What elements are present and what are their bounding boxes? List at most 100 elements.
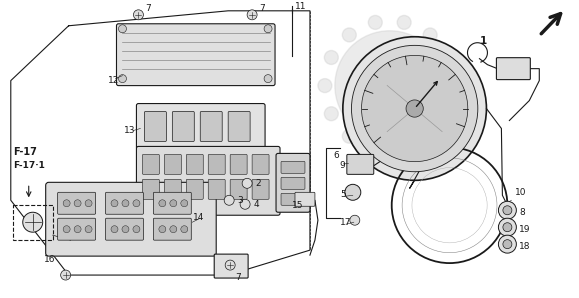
FancyBboxPatch shape [252,179,269,199]
Circle shape [159,200,166,207]
Circle shape [324,50,338,64]
FancyBboxPatch shape [173,111,195,142]
Circle shape [63,200,70,207]
Circle shape [122,200,129,207]
Circle shape [503,206,512,215]
FancyBboxPatch shape [105,218,144,240]
Circle shape [351,45,478,172]
FancyBboxPatch shape [208,154,225,174]
FancyBboxPatch shape [347,154,374,174]
FancyBboxPatch shape [228,111,250,142]
FancyBboxPatch shape [208,179,225,199]
FancyBboxPatch shape [137,146,280,215]
Circle shape [63,226,70,233]
Circle shape [225,260,235,270]
FancyBboxPatch shape [276,153,310,212]
Circle shape [61,270,71,280]
Text: F-17: F-17 [13,148,36,157]
Circle shape [342,28,356,42]
Circle shape [170,200,177,207]
Circle shape [74,200,81,207]
Circle shape [85,200,92,207]
Text: F-17·1: F-17·1 [13,161,45,170]
Circle shape [224,195,234,205]
Circle shape [264,25,272,33]
Text: 15: 15 [292,201,303,210]
FancyBboxPatch shape [116,24,275,86]
FancyBboxPatch shape [144,111,166,142]
Text: 3: 3 [237,196,243,205]
FancyBboxPatch shape [46,182,216,256]
Text: 13: 13 [123,126,135,135]
Circle shape [423,129,437,143]
Text: 1: 1 [479,36,487,46]
FancyBboxPatch shape [200,111,222,142]
FancyBboxPatch shape [105,192,144,214]
FancyBboxPatch shape [142,154,159,174]
Circle shape [324,107,338,121]
Circle shape [441,107,455,121]
Circle shape [499,218,516,236]
Circle shape [240,199,250,209]
Circle shape [373,69,406,102]
FancyBboxPatch shape [295,192,315,206]
Circle shape [499,201,516,219]
FancyBboxPatch shape [137,103,265,149]
FancyBboxPatch shape [58,218,96,240]
FancyBboxPatch shape [164,154,181,174]
Circle shape [111,226,118,233]
Circle shape [368,142,382,156]
Circle shape [342,129,356,143]
Text: 14: 14 [193,213,204,222]
Text: 2: 2 [255,179,261,188]
Circle shape [119,74,126,83]
Circle shape [133,226,140,233]
Circle shape [122,226,129,233]
Circle shape [345,184,361,200]
FancyBboxPatch shape [496,58,530,80]
FancyBboxPatch shape [230,154,247,174]
Text: 7: 7 [235,273,241,282]
Circle shape [181,200,188,207]
FancyBboxPatch shape [281,177,305,189]
Text: 19: 19 [519,225,531,234]
Circle shape [74,226,81,233]
Circle shape [247,10,257,20]
FancyBboxPatch shape [164,179,181,199]
Circle shape [119,25,126,33]
Text: 4: 4 [253,200,259,209]
FancyBboxPatch shape [281,193,305,205]
FancyBboxPatch shape [252,154,269,174]
Text: 7: 7 [259,4,265,13]
Text: 18: 18 [519,242,531,251]
Text: 8: 8 [519,208,525,217]
Text: 7: 7 [145,4,151,13]
Circle shape [503,223,512,232]
Circle shape [85,226,92,233]
Circle shape [406,100,423,117]
Circle shape [318,79,332,93]
FancyBboxPatch shape [186,179,203,199]
FancyBboxPatch shape [153,192,191,214]
FancyBboxPatch shape [142,179,159,199]
Circle shape [441,50,455,64]
FancyBboxPatch shape [230,179,247,199]
Text: 11: 11 [295,2,306,11]
Circle shape [397,142,411,156]
Circle shape [242,178,252,188]
Text: 16: 16 [43,255,55,264]
Text: 12: 12 [108,76,119,85]
Circle shape [133,200,140,207]
FancyBboxPatch shape [153,218,191,240]
Circle shape [343,37,486,180]
Circle shape [335,31,445,140]
Circle shape [264,74,272,83]
FancyBboxPatch shape [58,192,96,214]
Text: 10: 10 [515,188,527,197]
Circle shape [448,79,461,93]
Circle shape [423,28,437,42]
Text: 17: 17 [340,218,351,227]
FancyBboxPatch shape [186,154,203,174]
Text: 6: 6 [334,151,340,160]
Circle shape [361,55,468,162]
